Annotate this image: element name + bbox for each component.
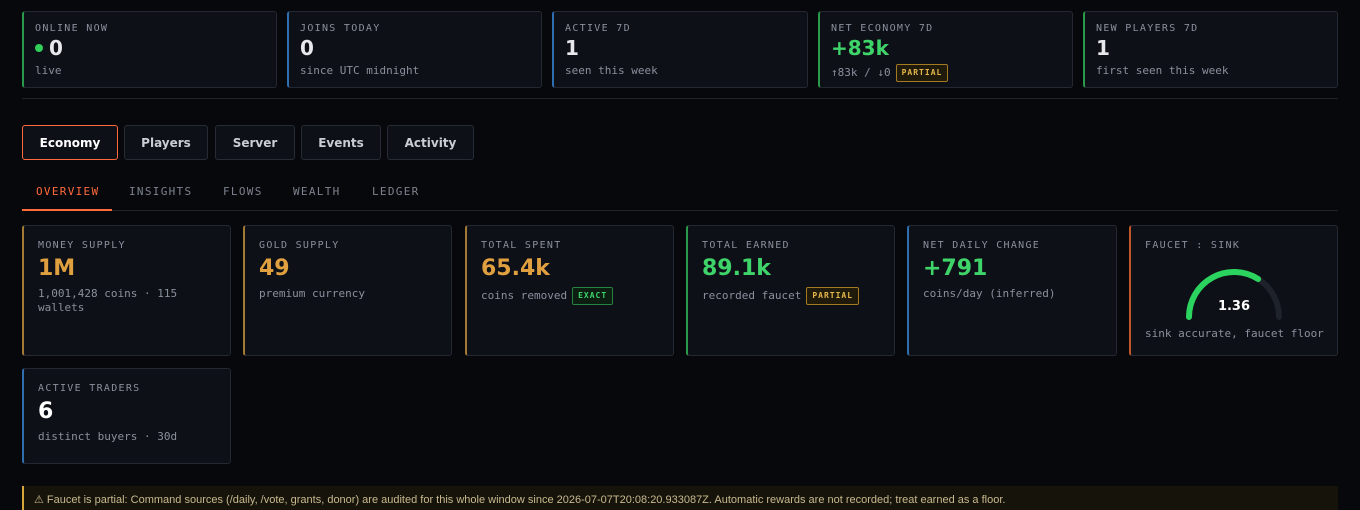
metric-sub: distinct buyers · 30d (38, 430, 178, 443)
subtab-overview[interactable]: OVERVIEW (36, 185, 100, 198)
metric-label: GOLD SUPPLY (259, 240, 340, 251)
faucet-sink-gauge: 1.36 (1186, 269, 1282, 320)
stat-card-active-7d: ACTIVE 7D 1 seen this week (552, 11, 808, 88)
tab-economy[interactable]: Economy (22, 125, 118, 160)
header-divider (22, 98, 1338, 99)
stat-label: ONLINE NOW (35, 23, 109, 34)
metric-label: MONEY SUPPLY (38, 240, 126, 251)
stat-value: 1 (565, 36, 579, 60)
stat-label: JOINS TODAY (300, 23, 381, 34)
stat-value: +83k (831, 36, 889, 60)
metric-label: NET DAILY CHANGE (923, 240, 1041, 251)
metric-card-total-earned: TOTAL EARNED 89.1k recorded faucet PARTIA… (686, 225, 895, 356)
exact-badge: EXACT (572, 287, 614, 305)
stat-label: NEW PLAYERS 7D (1096, 23, 1199, 34)
metric-sub: recorded faucet PARTIAL (702, 287, 884, 305)
metric-sub: premium currency (259, 287, 365, 300)
subtab-ledger[interactable]: LEDGER (372, 185, 420, 198)
metric-card-faucet-sink: FAUCET : SINK 1.36 sink accurate, faucet… (1129, 225, 1338, 356)
metric-label: TOTAL SPENT (481, 240, 562, 251)
subtab-active-underline (22, 209, 112, 211)
gauge-fill (1186, 269, 1262, 320)
metric-value: +791 (923, 256, 988, 281)
metric-label: FAUCET : SINK (1145, 240, 1241, 251)
stat-value: 0 (300, 36, 314, 60)
subtab-flows[interactable]: FLOWS (223, 185, 263, 198)
stat-sub: ↑83k / ↓0 PARTIAL (831, 64, 949, 82)
metric-label: TOTAL EARNED (702, 240, 790, 251)
metric-sub: coins removed EXACT (481, 287, 663, 305)
gauge-value: 1.36 (1218, 299, 1250, 314)
metric-card-active-traders: ACTIVE TRADERS 6 distinct buyers · 30d (22, 368, 231, 464)
stat-label: ACTIVE 7D (565, 23, 631, 34)
metric-card-net-daily-change: NET DAILY CHANGE +791 coins/day (inferre… (907, 225, 1117, 356)
subtab-divider (22, 210, 1338, 211)
metric-sub: 1,001,428 coins · 115 wallets (38, 287, 178, 314)
stat-value: 0 (35, 37, 63, 59)
subtab-wealth[interactable]: WEALTH (293, 185, 341, 198)
stat-sub: live (35, 64, 62, 77)
faucet-partial-notice: ⚠ Faucet is partial: Command sources (/d… (22, 486, 1338, 510)
metric-sub: coins/day (inferred) (923, 287, 1056, 300)
metric-value: 89.1k (702, 256, 771, 281)
online-dot-icon (35, 44, 43, 52)
partial-badge: PARTIAL (895, 64, 949, 82)
stat-sub: seen this week (565, 64, 658, 77)
metric-value: 6 (38, 399, 54, 424)
metric-label: ACTIVE TRADERS (38, 383, 141, 394)
metric-value: 1M (38, 256, 76, 281)
stat-label: NET ECONOMY 7D (831, 23, 934, 34)
stat-value: 1 (1096, 36, 1110, 60)
metric-card-money-supply: MONEY SUPPLY 1M 1,001,428 coins · 115 wa… (22, 225, 231, 356)
stat-card-online-now: ONLINE NOW 0 live (22, 11, 277, 88)
metric-value: 65.4k (481, 256, 550, 281)
metric-card-total-spent: TOTAL SPENT 65.4k coins removed EXACT (465, 225, 674, 356)
subtab-insights[interactable]: INSIGHTS (129, 185, 193, 198)
tab-events[interactable]: Events (301, 125, 381, 160)
metric-sub: sink accurate, faucet floor (1145, 327, 1324, 340)
metric-card-gold-supply: GOLD SUPPLY 49 premium currency (243, 225, 452, 356)
metric-value: 49 (259, 256, 290, 281)
partial-badge: PARTIAL (806, 287, 860, 305)
tab-activity[interactable]: Activity (387, 125, 474, 160)
stat-sub: since UTC midnight (300, 64, 420, 77)
stat-card-new-players-7d: NEW PLAYERS 7D 1 first seen this week (1083, 11, 1338, 88)
stat-sub: first seen this week (1096, 64, 1229, 77)
tab-server[interactable]: Server (215, 125, 295, 160)
stat-card-net-economy-7d: NET ECONOMY 7D +83k ↑83k / ↓0 PARTIAL (818, 11, 1073, 88)
stat-card-joins-today: JOINS TODAY 0 since UTC midnight (287, 11, 542, 88)
tab-players[interactable]: Players (124, 125, 208, 160)
